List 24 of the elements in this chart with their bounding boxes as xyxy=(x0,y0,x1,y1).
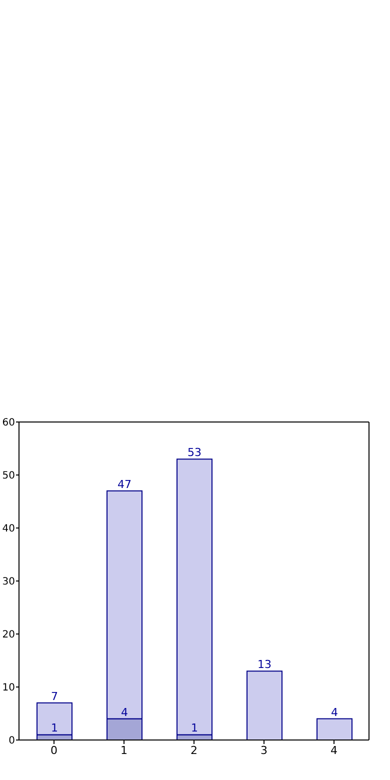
total-label: 13 xyxy=(258,658,272,672)
bar xyxy=(36,702,72,736)
y-tick-label: 60 xyxy=(2,418,15,429)
total-label: 47 xyxy=(118,478,132,491)
x-tick-label: 2 xyxy=(190,744,198,757)
total-label: 53 xyxy=(188,446,202,460)
x-tick-label: 0 xyxy=(50,744,58,757)
x-tick-label: 4 xyxy=(330,744,338,757)
total-label: 4 xyxy=(331,706,338,719)
y-tick-label: 0 xyxy=(8,736,15,747)
y-tick-label: 20 xyxy=(2,630,15,641)
data-label: 1 xyxy=(191,722,198,735)
x-tick-label: 1 xyxy=(120,744,128,757)
data-label: 4 xyxy=(121,706,128,719)
y-tick-label: 40 xyxy=(2,524,15,535)
total-label: 7 xyxy=(51,690,58,703)
y-tick-label: 10 xyxy=(2,682,15,694)
y-tick-label: 30 xyxy=(2,576,15,588)
x-tick-label: 3 xyxy=(260,744,268,757)
bar xyxy=(246,670,282,740)
data-label: 1 xyxy=(51,722,58,735)
y-tick-label: 50 xyxy=(2,470,15,482)
bar xyxy=(176,458,212,736)
bar xyxy=(316,718,352,740)
